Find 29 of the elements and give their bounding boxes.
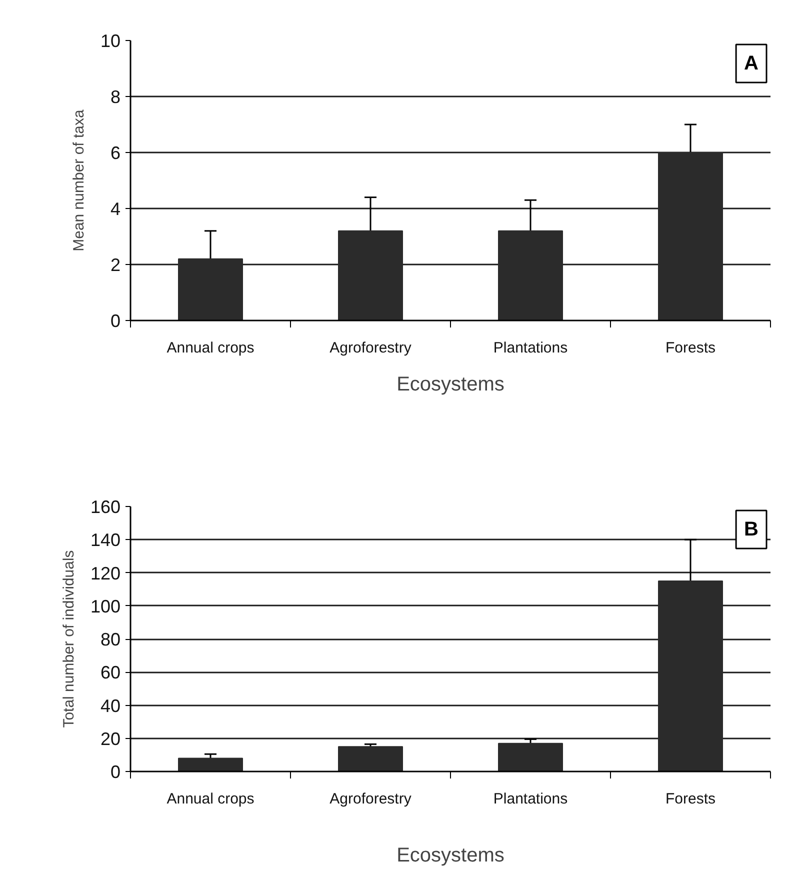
y-tick-label: 160 (90, 497, 121, 517)
x-tick-label: Annual crops (166, 340, 254, 356)
y-tick-label: 120 (90, 563, 121, 584)
y-tick-label: 80 (100, 630, 121, 650)
x-tick-label: Forests (665, 790, 716, 808)
y-tick-label: 8 (110, 87, 121, 107)
y-tick-label: 2 (110, 255, 121, 275)
annotation: B (744, 518, 759, 540)
y-tick-label: 60 (100, 662, 121, 683)
x-tick-label: Plantations (493, 790, 568, 808)
x-axis-title: Ecosystems (396, 374, 504, 396)
y-tick-label: 0 (110, 762, 121, 782)
y-tick-label: 140 (90, 530, 121, 550)
y-tick-label: 20 (100, 728, 121, 749)
y-tick-label: 10 (100, 31, 121, 51)
y-tick-label: 40 (100, 696, 121, 716)
y-axis-title: Mean number of taxa (70, 108, 88, 252)
annotation: A (744, 52, 759, 74)
y-axis-title: Total number of individuals (60, 550, 78, 728)
x-tick-label: Forests (665, 340, 716, 356)
y-tick-label: 0 (110, 311, 121, 331)
x-tick-label: Annual crops (166, 790, 254, 808)
y-tick-label: 4 (110, 199, 121, 219)
y-tick-label: 100 (90, 596, 121, 616)
x-axis-title: Ecosystems (396, 844, 504, 866)
x-tick-label: Agroforestry (330, 340, 412, 356)
x-tick-label: Plantations (493, 340, 568, 356)
y-tick-label: 6 (110, 143, 121, 163)
x-tick-label: Agroforestry (330, 790, 412, 808)
